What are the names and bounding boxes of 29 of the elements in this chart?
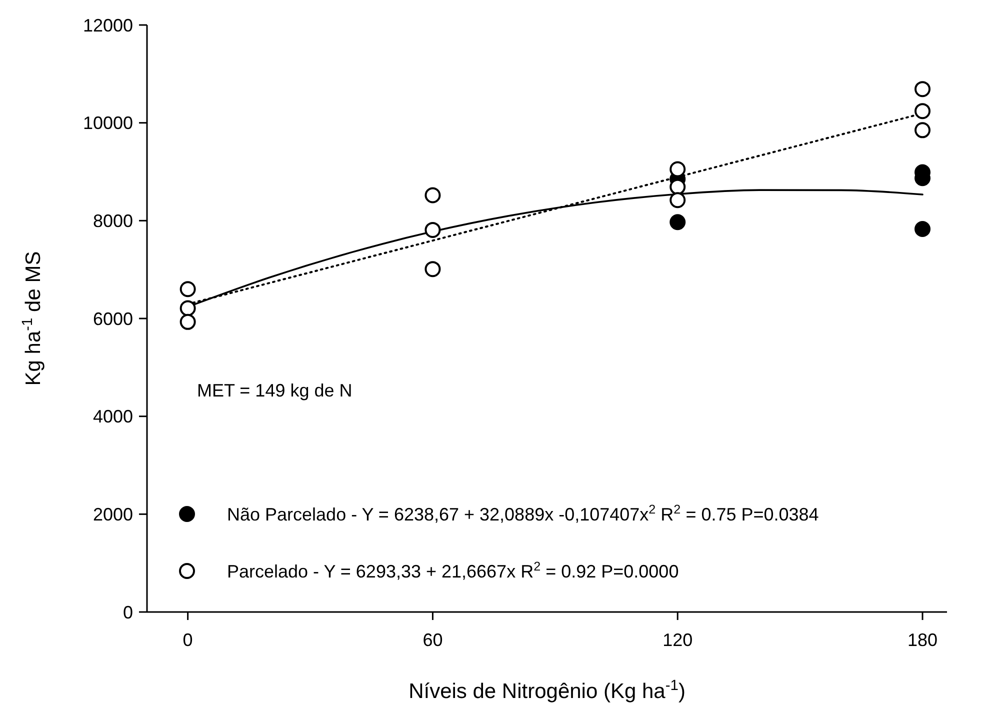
point (180, 314, 196, 330)
x-axis-title: Níveis de Nitrogênio (Kg ha$^{-1}$) (408, 678, 686, 703)
y-tick-label: 10000 (82, 113, 133, 134)
x-tick-label: 60 (422, 630, 443, 650)
point (914, 103, 931, 120)
y-tick-label: 8000 (92, 210, 133, 231)
legend-label: Parcelado - Y = 6293,33 + 21,6667x R$^{2}$ = 0.92 P=0.0000 (227, 559, 679, 582)
point (180, 300, 196, 316)
x-tick-label: 0 (182, 630, 193, 650)
y-tick-label: 12000 (82, 15, 133, 36)
point (914, 81, 931, 98)
x-tick-label: 180 (907, 630, 938, 650)
point (424, 261, 441, 278)
y-tick-label: 0 (122, 602, 133, 622)
point (180, 281, 196, 298)
point (424, 187, 441, 204)
x-tick-label: 120 (662, 630, 693, 650)
y-tick-label: 2000 (92, 504, 133, 524)
point (914, 220, 931, 237)
y-tick-label: 4000 (92, 406, 133, 427)
y-tick-label: 6000 (92, 308, 133, 329)
point (670, 178, 686, 195)
point (670, 192, 686, 208)
point (670, 161, 686, 178)
point (670, 214, 686, 230)
point (914, 122, 931, 138)
point (424, 222, 441, 238)
annotation: MET = 149 kg de N (197, 380, 352, 400)
legend-label: Não Parcelado - Y = 6238,67 + 32,0889x -0,107407x$^{2}$ R$^{2}$ = 0.75 P=0.0384 (227, 502, 819, 524)
